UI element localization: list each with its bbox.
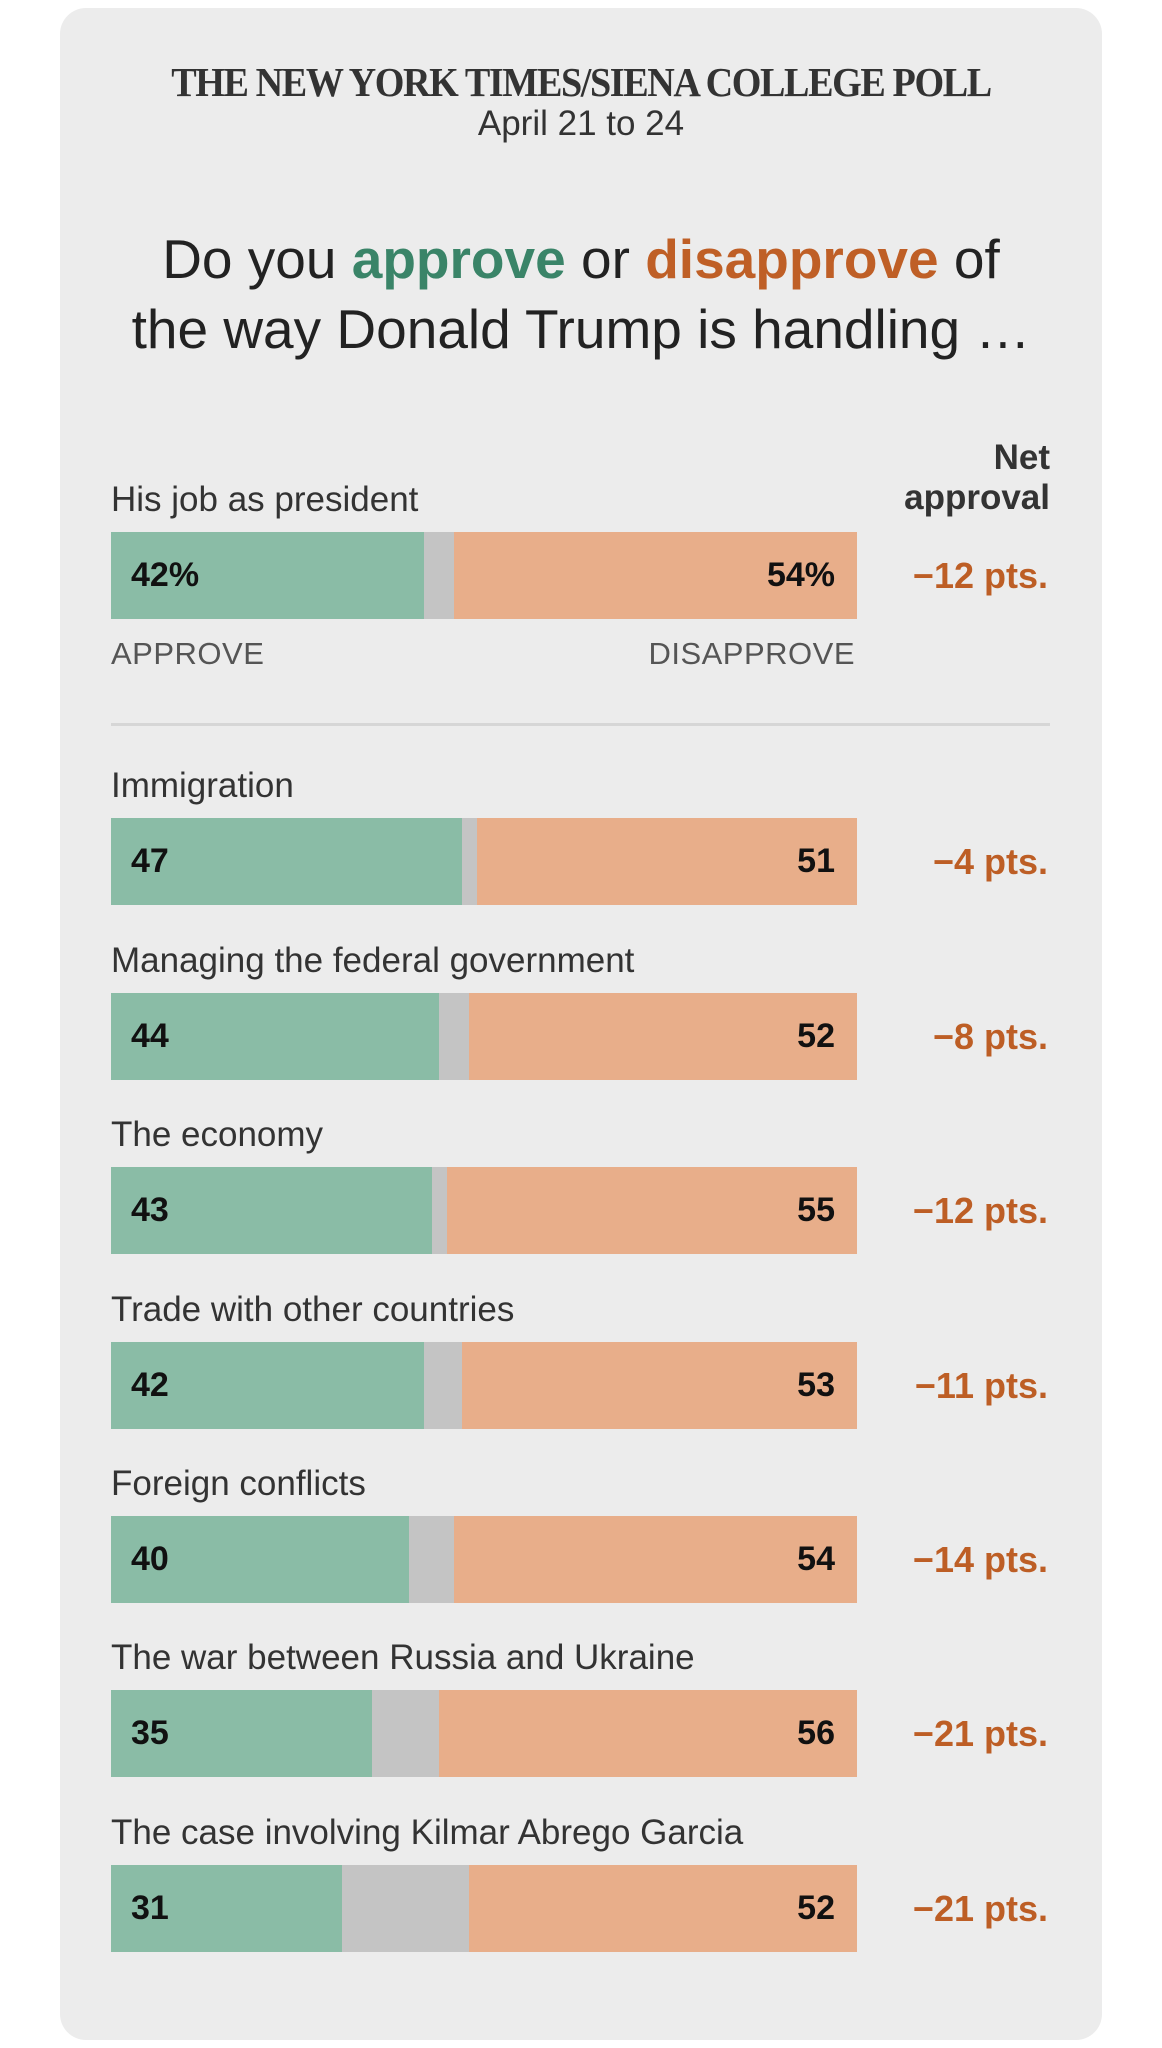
bar-segment-approve [111,532,424,619]
net-approval-value: −8 pts. [932,1016,1048,1057]
question-text-1: Do you [162,228,352,290]
bar-segment-disapprove [477,818,857,905]
question-approve-word: approve [351,228,566,290]
bar-segment-undecided [462,818,477,905]
poll-date: April 21 to 24 [477,104,685,143]
question-text-3: of [938,228,1000,290]
row-label: Managing the federal government [111,941,635,980]
bar-segment-disapprove [439,1690,857,1777]
row-label: His job as president [111,480,419,519]
approve-value-label: 31 [131,1889,169,1927]
bar-segment-disapprove [454,1516,857,1603]
question-text-line2: the way Donald Trump is handling … [131,298,1031,360]
net-header-line2: approval [904,478,1050,517]
bar-segment-undecided [424,1342,462,1429]
net-approval-value: −12 pts. [912,1190,1048,1231]
disapprove-value-label: 56 [797,1714,835,1752]
net-approval-header: Net approval [850,438,1050,518]
approve-value-label: 35 [131,1714,169,1752]
approve-value-label: 43 [131,1191,169,1229]
stacked-bar: 40 54 [111,1516,857,1603]
bar-segment-approve [111,1516,409,1603]
disapprove-value-label: 54% [766,556,835,594]
stacked-bar: 47 51 [111,818,857,905]
bar-segment-undecided [439,993,469,1080]
bar-segment-disapprove [454,532,857,619]
bar-segment-approve [111,1690,372,1777]
net-approval-value: −11 pts. [914,1365,1048,1406]
stacked-bar: 42% 54% [111,532,857,619]
bar-segment-approve [111,818,462,905]
disapprove-value-label: 52 [797,1889,835,1927]
stacked-bar: 31 52 [111,1865,857,1952]
row-label: The case involving Kilmar Abrego Garcia [111,1813,744,1852]
disapprove-value-label: 53 [797,1366,835,1404]
row-label: Foreign conflicts [111,1464,366,1503]
question-text-2: or [565,228,646,290]
bar-segment-disapprove [447,1167,857,1254]
net-approval-value: −12 pts. [912,555,1048,596]
axis-label-approve: APPROVE [111,636,265,671]
bar-segment-disapprove [469,993,857,1080]
axis-label-disapprove: DISAPPROVE [648,636,855,671]
approve-value-label: 42 [131,1366,169,1404]
bar-segment-approve [111,993,439,1080]
net-approval-value: −14 pts. [912,1539,1048,1580]
net-approval-value: −21 pts. [912,1888,1048,1929]
row-label: The war between Russia and Ukraine [111,1638,695,1677]
net-header-line1: Net [993,438,1050,477]
approve-value-label: 44 [131,1017,169,1055]
divider [111,723,1050,726]
bar-segment-undecided [409,1516,454,1603]
bar-segment-approve [111,1865,342,1952]
bar-segment-disapprove [469,1865,857,1952]
disapprove-value-label: 54 [797,1540,835,1578]
poll-title: THE NEW YORK TIMES/SIENA COLLEGE POLL [171,59,992,105]
net-approval-value: −21 pts. [912,1713,1048,1754]
approve-value-label: 47 [131,842,169,880]
row-label: The economy [111,1115,324,1154]
stacked-bar: 43 55 [111,1167,857,1254]
question-heading: Do you approve or disapprove of the way … [0,224,1162,364]
bar-segment-disapprove [462,1342,857,1429]
bar-segment-approve [111,1167,432,1254]
stacked-bar: 44 52 [111,993,857,1080]
bar-segment-undecided [424,532,454,619]
approve-value-label: 40 [131,1540,169,1578]
stacked-bar: 42 53 [111,1342,857,1429]
question-disapprove-word: disapprove [645,228,939,290]
bar-segment-undecided [372,1690,439,1777]
disapprove-value-label: 55 [797,1191,835,1229]
disapprove-value-label: 51 [797,842,835,880]
approve-value-label: 42% [131,556,200,594]
stacked-bar: 35 56 [111,1690,857,1777]
row-label: Immigration [111,766,294,805]
disapprove-value-label: 52 [797,1017,835,1055]
net-approval-value: −4 pts. [932,841,1048,882]
bar-segment-undecided [432,1167,447,1254]
bar-segment-approve [111,1342,424,1429]
bar-segment-undecided [342,1865,469,1952]
row-label: Trade with other countries [111,1290,515,1329]
